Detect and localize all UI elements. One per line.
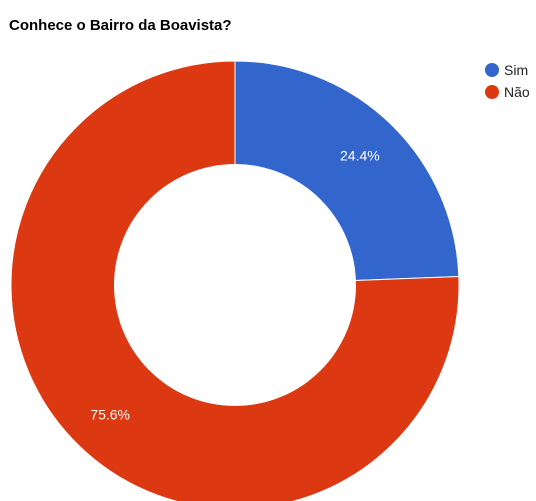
legend: Sim Não	[485, 59, 530, 103]
chart-title: Conhece o Bairro da Boavista?	[9, 17, 232, 34]
slice-nao[interactable]	[10, 60, 460, 501]
donut-hole	[114, 164, 356, 406]
legend-label-sim: Sim	[504, 62, 529, 78]
legend-swatch-nao	[485, 85, 499, 99]
legend-swatch-sim	[485, 63, 499, 77]
slice-label-sim: 24.4%	[340, 147, 380, 163]
slice-label-nao: 75.6%	[90, 407, 130, 423]
legend-label-nao: Não	[504, 84, 530, 100]
legend-item-nao[interactable]: Não	[485, 81, 530, 103]
legend-item-sim[interactable]: Sim	[485, 59, 530, 81]
